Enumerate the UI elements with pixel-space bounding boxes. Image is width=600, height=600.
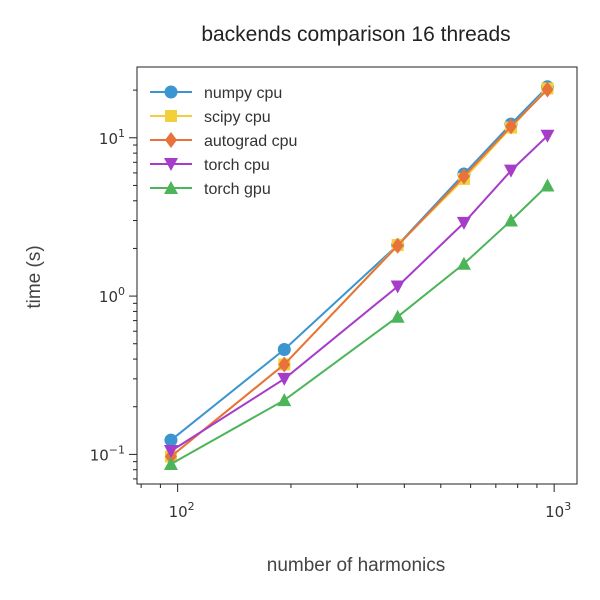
series-layer bbox=[163, 80, 555, 470]
data-point bbox=[163, 445, 178, 459]
y-axis-label: time (s) bbox=[24, 245, 45, 308]
x-tick-label: 102 bbox=[169, 500, 195, 521]
legend-marker bbox=[165, 110, 177, 122]
data-point bbox=[163, 456, 178, 470]
y-tick-label: 100 bbox=[99, 285, 125, 306]
data-point bbox=[390, 280, 405, 294]
legend-label: torch cpu bbox=[204, 157, 270, 174]
legend-marker bbox=[164, 181, 178, 194]
data-point bbox=[541, 81, 554, 98]
legend-item: scipy cpu bbox=[150, 109, 271, 126]
data-point bbox=[277, 372, 292, 386]
series-autograd-cpu bbox=[164, 81, 554, 465]
data-point bbox=[277, 342, 291, 356]
data-point bbox=[457, 168, 470, 185]
data-point bbox=[390, 309, 405, 323]
legend-item: autograd cpu bbox=[150, 132, 297, 150]
legend-marker bbox=[165, 132, 177, 148]
legend-marker bbox=[164, 85, 178, 99]
series-torch-gpu bbox=[163, 178, 555, 470]
data-point bbox=[504, 118, 517, 135]
series-line bbox=[170, 86, 549, 441]
data-point bbox=[391, 237, 404, 254]
data-point bbox=[540, 178, 555, 192]
legend-item: torch gpu bbox=[150, 181, 271, 198]
x-tick-label: 103 bbox=[545, 500, 571, 521]
data-point bbox=[278, 356, 291, 373]
data-point bbox=[277, 393, 292, 407]
legend-label: numpy cpu bbox=[204, 85, 282, 102]
legend-label: torch gpu bbox=[204, 181, 271, 198]
legend: numpy cpu scipy cpu autograd cpu torch cpu t… bbox=[150, 85, 297, 198]
legend-label: autograd cpu bbox=[204, 133, 297, 150]
legend-label: scipy cpu bbox=[204, 109, 271, 126]
chart-title: backends comparison 16 threads bbox=[201, 23, 510, 46]
data-point bbox=[503, 213, 518, 227]
series-line bbox=[170, 88, 549, 458]
legend-marker bbox=[164, 158, 178, 171]
data-point bbox=[164, 433, 178, 447]
data-point bbox=[540, 129, 555, 143]
data-point bbox=[456, 216, 471, 230]
y-tick-label: 10−1 bbox=[90, 443, 125, 464]
series-torch-cpu bbox=[163, 129, 555, 459]
x-axis-label: number of harmonics bbox=[267, 555, 445, 576]
legend-item: torch cpu bbox=[150, 157, 270, 174]
legend-item: numpy cpu bbox=[150, 85, 282, 102]
y-tick-label: 101 bbox=[99, 127, 125, 148]
series-line bbox=[170, 184, 549, 465]
data-point bbox=[456, 256, 471, 270]
data-point bbox=[503, 164, 518, 178]
